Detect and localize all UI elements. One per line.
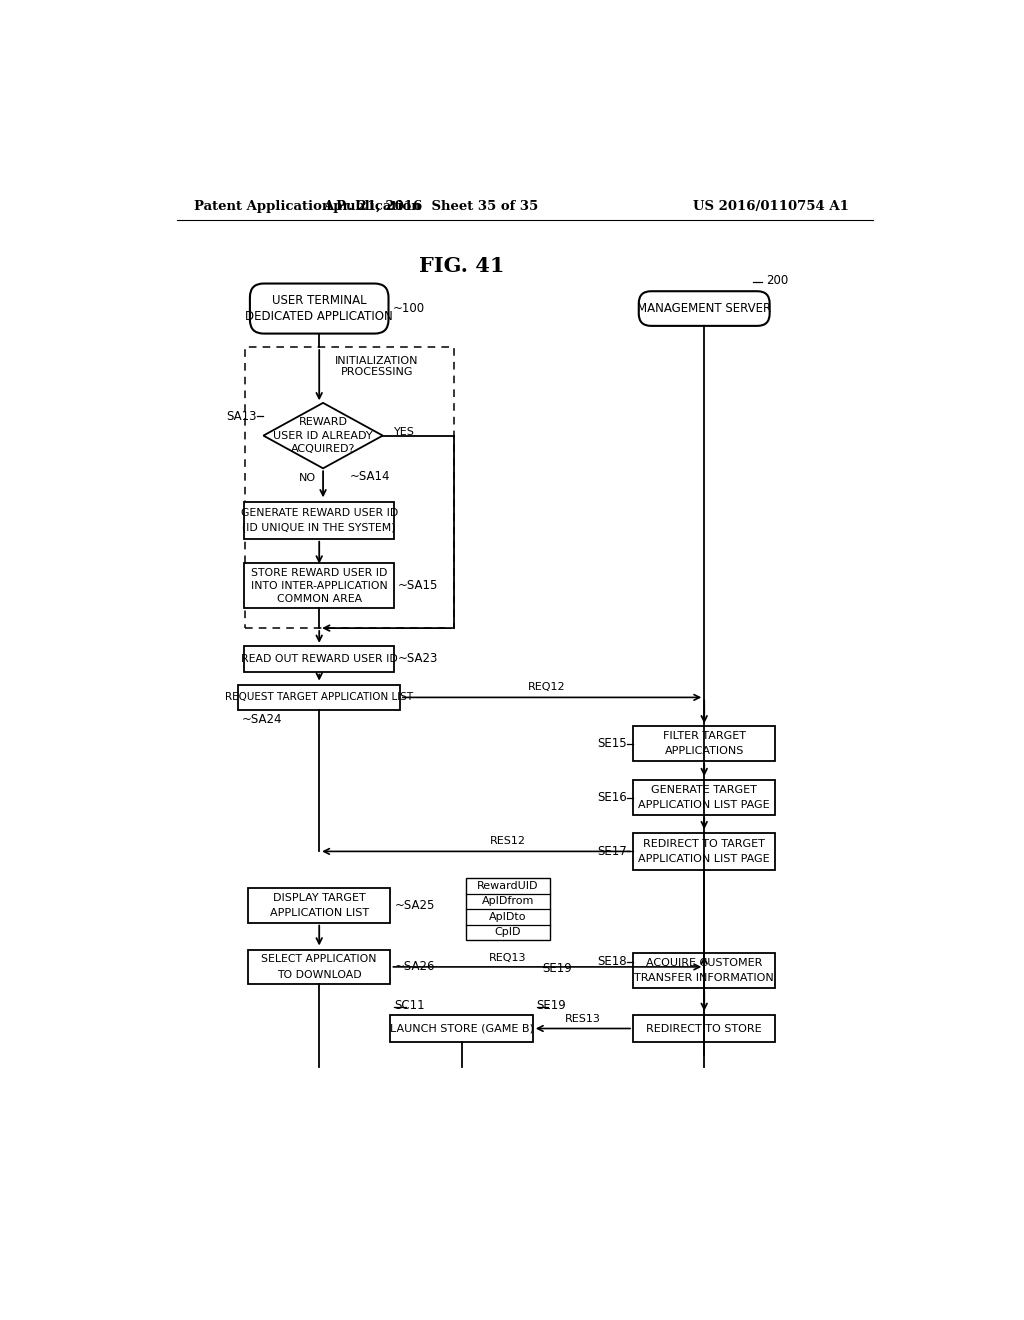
Bar (466, 878, 550, 940)
Bar (633, 780, 775, 814)
Text: US 2016/0110754 A1: US 2016/0110754 A1 (692, 199, 849, 213)
Bar (244, 564, 394, 609)
Text: GENERATE REWARD USER ID: GENERATE REWARD USER ID (241, 508, 398, 517)
Text: ApIDfrom: ApIDfrom (481, 896, 535, 907)
Text: FILTER TARGET: FILTER TARGET (663, 731, 745, 741)
Text: CpID: CpID (495, 927, 521, 937)
Text: ~100: ~100 (392, 302, 425, 315)
Text: RewardUID: RewardUID (477, 880, 539, 891)
Text: USER ID ALREADY: USER ID ALREADY (273, 430, 373, 441)
Text: ~SA24: ~SA24 (243, 713, 283, 726)
Text: APPLICATION LIST PAGE: APPLICATION LIST PAGE (638, 800, 770, 810)
Text: REQ13: REQ13 (489, 953, 526, 962)
Text: COMMON AREA: COMMON AREA (276, 594, 361, 603)
Text: SA13: SA13 (226, 409, 257, 422)
Text: SE17: SE17 (597, 845, 627, 858)
Bar (248, 888, 390, 923)
Text: SC11: SC11 (394, 999, 425, 1012)
Text: USER TERMINAL: USER TERMINAL (272, 294, 367, 308)
Text: SE18: SE18 (597, 954, 627, 968)
Bar (244, 502, 394, 539)
Text: REDIRECT TO STORE: REDIRECT TO STORE (646, 1023, 762, 1034)
Text: SE15: SE15 (597, 737, 627, 750)
Bar (633, 833, 775, 870)
FancyBboxPatch shape (639, 292, 770, 326)
Text: NO: NO (299, 474, 316, 483)
Text: LAUNCH STORE (GAME B): LAUNCH STORE (GAME B) (390, 1023, 534, 1034)
Text: REDIRECT TO TARGET: REDIRECT TO TARGET (643, 838, 765, 849)
Bar (390, 1015, 532, 1041)
Text: STORE REWARD USER ID: STORE REWARD USER ID (251, 568, 387, 578)
Text: TRANSFER INFORMATION: TRANSFER INFORMATION (634, 973, 774, 983)
FancyBboxPatch shape (250, 284, 388, 334)
Text: ApIDto: ApIDto (489, 912, 526, 921)
Text: RES12: RES12 (489, 837, 526, 846)
Text: (ID UNIQUE IN THE SYSTEM): (ID UNIQUE IN THE SYSTEM) (243, 523, 396, 533)
Text: Apr. 21, 2016  Sheet 35 of 35: Apr. 21, 2016 Sheet 35 of 35 (324, 199, 539, 213)
Text: INITIALIZATION: INITIALIZATION (335, 356, 419, 366)
Text: MANAGEMENT SERVER: MANAGEMENT SERVER (637, 302, 771, 315)
Text: RES13: RES13 (565, 1014, 601, 1024)
Bar (633, 726, 775, 760)
Bar (239, 685, 400, 710)
Text: TO DOWNLOAD: TO DOWNLOAD (276, 970, 361, 979)
Text: ACQUIRE CUSTOMER: ACQUIRE CUSTOMER (646, 958, 763, 968)
Text: Patent Application Publication: Patent Application Publication (194, 199, 421, 213)
Text: ~SA15: ~SA15 (398, 579, 438, 593)
Text: REQUEST TARGET APPLICATION LIST: REQUEST TARGET APPLICATION LIST (225, 693, 414, 702)
Text: SE19: SE19 (543, 962, 572, 975)
Text: ~SA26: ~SA26 (394, 961, 435, 973)
Text: ACQUIRED?: ACQUIRED? (291, 445, 355, 454)
Text: APPLICATIONS: APPLICATIONS (665, 746, 743, 756)
Bar (248, 949, 390, 985)
Text: DISPLAY TARGET: DISPLAY TARGET (272, 892, 366, 903)
Bar (244, 647, 394, 672)
Text: ~SA25: ~SA25 (394, 899, 434, 912)
Polygon shape (263, 403, 383, 469)
Text: APPLICATION LIST PAGE: APPLICATION LIST PAGE (638, 854, 770, 865)
Text: ~SA14: ~SA14 (350, 470, 390, 483)
Text: FIG. 41: FIG. 41 (419, 256, 505, 276)
Text: READ OUT REWARD USER ID: READ OUT REWARD USER ID (241, 653, 397, 664)
Text: GENERATE TARGET: GENERATE TARGET (651, 785, 757, 795)
Text: SE19: SE19 (537, 999, 566, 1012)
Text: YES: YES (393, 426, 415, 437)
Bar (633, 953, 775, 989)
Bar (633, 1015, 775, 1041)
Bar (245, 347, 454, 628)
Text: APPLICATION LIST: APPLICATION LIST (269, 908, 369, 917)
Text: DEDICATED APPLICATION: DEDICATED APPLICATION (246, 310, 393, 323)
Text: SE16: SE16 (597, 791, 627, 804)
Text: INTO INTER-APPLICATION: INTO INTER-APPLICATION (251, 581, 388, 591)
Text: PROCESSING: PROCESSING (341, 367, 414, 378)
Text: 200: 200 (766, 275, 788, 286)
Text: REQ12: REQ12 (527, 682, 565, 693)
Text: REWARD: REWARD (299, 417, 347, 426)
Text: ~SA23: ~SA23 (398, 652, 438, 665)
Text: SELECT APPLICATION: SELECT APPLICATION (261, 954, 377, 964)
